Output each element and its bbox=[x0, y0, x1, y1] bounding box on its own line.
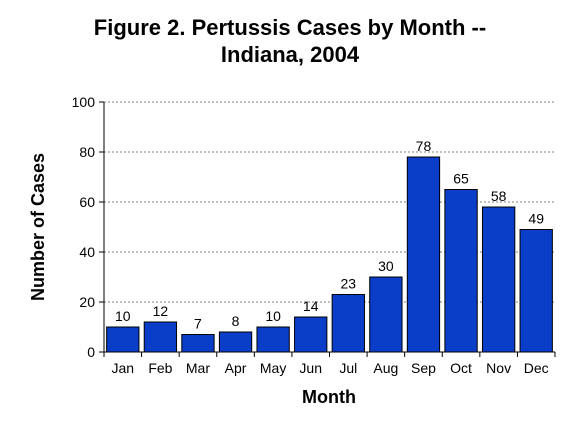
x-tick-label: Feb bbox=[148, 360, 172, 376]
x-tick-label: May bbox=[260, 360, 286, 376]
data-label: 10 bbox=[265, 308, 281, 324]
bar-jan bbox=[106, 326, 140, 353]
bar-may bbox=[256, 326, 290, 353]
data-label: 49 bbox=[528, 211, 544, 227]
bar-apr bbox=[218, 331, 253, 353]
axes: 0 20 40 60 80 100 bbox=[72, 94, 556, 360]
data-label: 14 bbox=[303, 298, 319, 314]
chart-title-line-2: Indiana, 2004 bbox=[220, 42, 360, 67]
data-label: 58 bbox=[491, 188, 507, 204]
bar-dec bbox=[519, 229, 553, 353]
x-tick-label: Jul bbox=[339, 360, 357, 376]
bar-nov bbox=[481, 206, 516, 353]
x-tick-label: Jan bbox=[112, 360, 135, 376]
x-tick-label: Apr bbox=[225, 360, 247, 376]
bar-feb bbox=[143, 321, 178, 353]
chart-title: Figure 2. Pertussis Cases by Month -- In… bbox=[0, 14, 580, 68]
bars bbox=[106, 156, 553, 353]
x-tick-label: Dec bbox=[524, 360, 549, 376]
x-tick-label: Jun bbox=[299, 360, 322, 376]
bar-oct bbox=[444, 189, 478, 353]
x-tick-label: Mar bbox=[186, 360, 210, 376]
data-label: 12 bbox=[153, 303, 169, 319]
x-tick-label: Sep bbox=[411, 360, 436, 376]
chart-title-line-1: Figure 2. Pertussis Cases by Month -- bbox=[93, 15, 487, 40]
data-label: 23 bbox=[341, 276, 357, 292]
bar-aug bbox=[369, 276, 403, 353]
data-label: 65 bbox=[453, 171, 469, 187]
bar-jun bbox=[294, 316, 328, 353]
data-label: 78 bbox=[416, 138, 432, 154]
data-label: 30 bbox=[378, 258, 394, 274]
bar-mar bbox=[181, 334, 215, 353]
y-tick-label: 60 bbox=[79, 194, 95, 210]
data-label: 10 bbox=[115, 308, 131, 324]
data-label: 7 bbox=[194, 316, 202, 332]
data-label: 8 bbox=[232, 313, 240, 329]
x-tick-label: Oct bbox=[450, 360, 472, 376]
x-axis-title: Month bbox=[302, 387, 356, 407]
labels: 10 Jan 12 Feb 7 Mar 8 Apr 10 May 14 Jun 23 Jul 30 Aug 78… bbox=[112, 138, 549, 376]
bar-sep bbox=[406, 156, 441, 353]
y-tick-label: 0 bbox=[87, 344, 95, 360]
x-tick-label: Aug bbox=[373, 360, 398, 376]
y-axis-title: Number of Cases bbox=[28, 153, 48, 301]
y-tick-label: 40 bbox=[79, 244, 95, 260]
y-tick-label: 80 bbox=[79, 144, 95, 160]
y-tick-label: 20 bbox=[79, 294, 95, 310]
y-tick-label: 100 bbox=[72, 94, 96, 110]
bar-jul bbox=[331, 294, 365, 353]
grid-lines bbox=[104, 101, 555, 303]
x-tick-label: Nov bbox=[486, 360, 511, 376]
